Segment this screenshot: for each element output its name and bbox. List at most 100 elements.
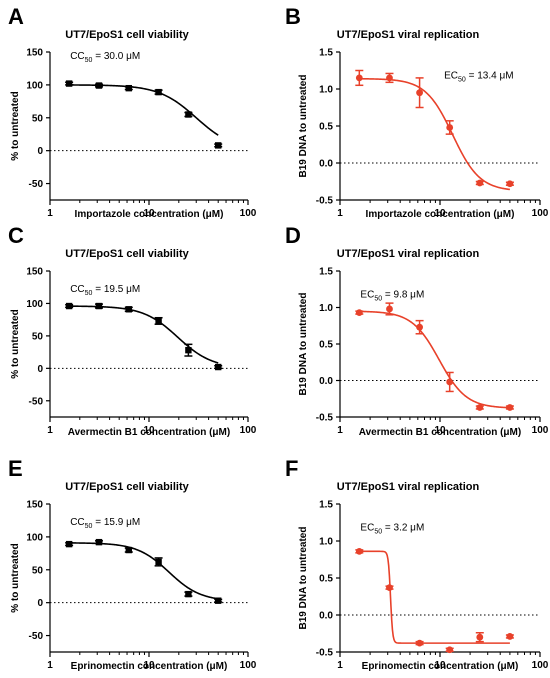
y-tick-label: 0.5: [319, 122, 333, 133]
y-tick-label: 100: [26, 80, 43, 91]
x-axis-label: Eprinomectin concentration (μM): [362, 661, 519, 672]
data-point: [125, 84, 132, 92]
x-tick-label: 1: [337, 425, 343, 436]
x-tick-label: 100: [532, 660, 549, 671]
x-axis-label: Avermectin B1 concentration (μM): [68, 427, 230, 438]
y-tick-label: -50: [29, 396, 44, 407]
y-tick-label: 50: [32, 113, 44, 124]
x-axis-label: Importazole concentration (μM): [366, 209, 515, 220]
y-axis-label: B19 DNA to untreated: [298, 75, 309, 178]
x-tick-label: 1: [337, 208, 343, 219]
fit-curve: [69, 305, 219, 364]
y-tick-label: 1.5: [319, 267, 333, 278]
panel-title: UT7/EpoS1 viral replication: [337, 481, 480, 493]
x-tick-label: 10: [434, 660, 446, 671]
fit-curve: [359, 310, 510, 409]
x-tick-label: 1: [47, 208, 53, 219]
panel-title: UT7/EpoS1 viral replication: [337, 29, 480, 41]
data-point: [446, 646, 454, 654]
data-point: [214, 142, 222, 149]
y-tick-label: 100: [26, 299, 43, 310]
y-tick-label: 150: [26, 500, 43, 511]
panel-letter: B: [285, 4, 301, 29]
y-tick-label: 0.5: [319, 340, 333, 351]
potency-annotation: CC50 = 19.5 μM: [70, 284, 140, 297]
data-point: [125, 546, 132, 554]
data-point: [416, 639, 423, 647]
x-axis-label: Avermectin B1 concentration (μM): [359, 427, 521, 438]
x-tick-label: 100: [532, 208, 549, 219]
data-point: [95, 538, 103, 546]
data-point: [355, 74, 363, 82]
panel-D: D UT7/EpoS1 viral replication -0.5 0.0 0.5 1.…: [285, 223, 549, 438]
y-tick-label: 0.0: [319, 376, 333, 387]
data-point: [155, 88, 162, 96]
y-tick-label: 1.5: [319, 48, 333, 59]
y-tick-label: 0: [37, 364, 43, 375]
data-point: [65, 80, 73, 87]
y-axis-label: B19 DNA to untreated: [298, 527, 309, 630]
data-point: [214, 363, 222, 371]
data-point: [95, 82, 103, 89]
panel-title: UT7/EpoS1 cell viability: [65, 29, 189, 41]
x-tick-label: 10: [434, 425, 446, 436]
y-tick-label: 1.0: [319, 303, 333, 314]
data-point: [185, 111, 192, 118]
panel-C: C UT7/EpoS1 cell viability -50 0 50 100 150 1 10…: [8, 223, 257, 438]
y-tick-label: 100: [26, 532, 43, 543]
x-axis-label: Eprinomectin concentration (μM): [71, 661, 228, 672]
panel-title: UT7/EpoS1 cell viability: [65, 248, 189, 260]
y-axis-label: B19 DNA to untreated: [298, 293, 309, 396]
y-tick-label: -50: [29, 179, 44, 190]
data-point: [214, 597, 222, 604]
potency-annotation: CC50 = 30.0 μM: [70, 51, 140, 64]
fit-curve: [69, 84, 219, 136]
panel-title: UT7/EpoS1 viral replication: [337, 248, 480, 260]
data-point: [416, 323, 423, 331]
data-point: [386, 584, 393, 592]
panel-F: F UT7/EpoS1 viral replication -0.5 0.0 0.5 1.…: [285, 456, 549, 672]
y-tick-label: -0.5: [316, 413, 334, 424]
y-tick-label: -0.5: [316, 648, 334, 659]
panel-letter: E: [8, 456, 23, 481]
panel-letter: A: [8, 4, 24, 29]
x-tick-label: 100: [240, 425, 257, 436]
y-tick-label: 0.5: [319, 574, 333, 585]
data-point: [65, 302, 73, 310]
y-tick-label: 1.0: [319, 85, 333, 96]
data-point: [506, 633, 514, 640]
y-tick-label: 0.0: [319, 159, 333, 170]
y-tick-label: 0: [37, 598, 43, 609]
data-point: [476, 179, 484, 187]
x-tick-label: 10: [143, 660, 155, 671]
data-point: [355, 547, 363, 555]
fit-curve: [359, 77, 510, 191]
x-tick-label: 10: [143, 425, 155, 436]
data-point: [185, 346, 192, 354]
panel-E: E UT7/EpoS1 cell viability -50 0 50 100 150 1 10…: [8, 456, 257, 672]
data-point: [476, 633, 484, 641]
potency-annotation: EC50 = 13.4 μM: [444, 71, 513, 84]
panel-letter: D: [285, 223, 301, 248]
data-point: [476, 404, 484, 411]
potency-annotation: CC50 = 15.9 μM: [70, 517, 140, 530]
data-point: [155, 558, 162, 566]
y-tick-label: 150: [26, 48, 43, 59]
data-point: [65, 540, 73, 548]
y-tick-label: 50: [32, 331, 44, 342]
x-axis-label: Importazole concentration (μM): [75, 209, 224, 220]
data-point: [95, 302, 103, 310]
data-point: [506, 180, 514, 188]
x-tick-label: 10: [434, 208, 446, 219]
x-tick-label: 1: [337, 660, 343, 671]
data-point: [446, 124, 454, 131]
x-tick-label: 100: [240, 208, 257, 219]
data-point: [386, 305, 393, 313]
y-tick-label: -50: [29, 631, 44, 642]
y-tick-label: 0: [37, 146, 43, 157]
x-tick-label: 100: [240, 660, 257, 671]
potency-annotation: EC50 = 9.8 μM: [360, 289, 424, 302]
fit-curve: [359, 550, 510, 644]
y-axis-label: % to untreated: [10, 543, 21, 612]
